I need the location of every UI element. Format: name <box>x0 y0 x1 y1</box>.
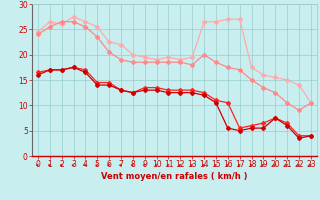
X-axis label: Vent moyen/en rafales ( km/h ): Vent moyen/en rafales ( km/h ) <box>101 172 248 181</box>
